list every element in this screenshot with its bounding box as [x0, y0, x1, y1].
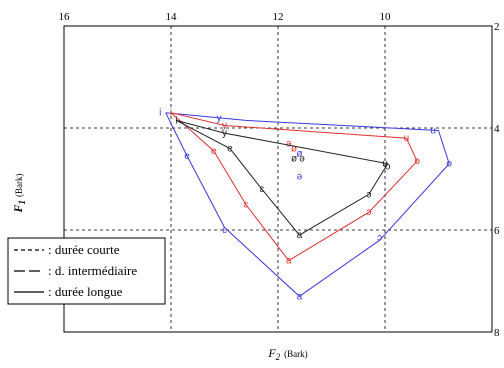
- vowel-point-1-0: i: [170, 108, 172, 119]
- vowel-point-0-7: e: [184, 151, 190, 162]
- vowel-point-1-3: o: [414, 156, 420, 167]
- series-1-outline: [170, 112, 418, 262]
- x-axis-subscript: 2: [276, 352, 281, 362]
- vowel-point-2-6: ɛ: [260, 184, 265, 195]
- series-0-outline: [165, 112, 450, 297]
- y-tick-label-2: 2: [494, 21, 500, 33]
- vowel-point-1-7: e: [211, 146, 217, 157]
- vowel-point-0-0: i: [159, 108, 161, 119]
- vowel-point-2-0: i: [175, 115, 177, 126]
- vowel-point-1-5: a: [286, 256, 292, 267]
- vowel-point-2-8: ø: [291, 154, 297, 165]
- x-tick-label-16: 16: [59, 11, 71, 23]
- tick-labels: 16 14 12 10 2 4 6 8: [59, 11, 501, 339]
- vowel-point-0-9: ə: [297, 171, 303, 182]
- legend-label-short: : durée courte: [48, 242, 120, 257]
- vowel-point-2-1: y: [222, 128, 227, 139]
- x-tick-label-14: 14: [166, 11, 178, 23]
- vowel-point-0-4: ɔ: [377, 233, 382, 244]
- vowel-point-0-3: o: [446, 159, 452, 170]
- vowel-point-0-5: a: [297, 291, 303, 302]
- y-axis-title: F1 (Bark): [11, 173, 27, 213]
- legend: : durée courte : d. intermédiaire : duré…: [7, 237, 166, 305]
- x-axis-letter: F: [267, 346, 276, 360]
- vowel-point-2-4: ɔ: [366, 189, 371, 200]
- svg-text:F1(Bark): F1 (Bark): [11, 173, 27, 213]
- y-tick-label-8: 8: [494, 327, 500, 339]
- vowel-point-2-3: o: [385, 161, 391, 172]
- vowel-point-2-9: ə: [299, 154, 305, 165]
- x-tick-label-10: 10: [380, 11, 392, 23]
- vowel-point-0-1: y: [217, 113, 222, 124]
- vowel-point-1-2: u: [404, 133, 410, 144]
- x-tick-label-12: 12: [273, 11, 284, 23]
- y-tick-label-6: 6: [494, 225, 500, 237]
- vowel-point-1-4: ɔ: [366, 207, 371, 218]
- vowel-point-2-5: a: [297, 230, 303, 241]
- vowel-point-2-2: u: [382, 159, 388, 170]
- vowel-point-0-8: ø: [296, 149, 302, 160]
- y-axis-subscript: 1: [17, 200, 27, 205]
- vowel-point-0-2: u: [430, 126, 436, 137]
- series-2-outline: [176, 119, 389, 236]
- gridlines: [64, 26, 492, 332]
- vowel-point-1-1: y: [222, 120, 227, 131]
- legend-label-solid: : durée longue: [48, 284, 123, 299]
- y-axis-unit: (Bark): [14, 173, 24, 197]
- vowel-point-2-7: e: [227, 143, 233, 154]
- y-tick-label-4: 4: [494, 123, 500, 135]
- legend-label-long: : d. intermédiaire: [48, 263, 137, 278]
- y-axis-letter: F: [11, 204, 25, 213]
- vowel-point-1-6: ɛ: [244, 200, 249, 211]
- vowel-point-1-9: ə: [286, 138, 292, 149]
- vowel-point-1-8: ø: [291, 143, 297, 154]
- x-axis-unit: (Bark): [284, 349, 308, 359]
- x-axis-title: F2 (Bark): [267, 346, 307, 362]
- vowel-point-0-6: ɛ: [222, 225, 227, 236]
